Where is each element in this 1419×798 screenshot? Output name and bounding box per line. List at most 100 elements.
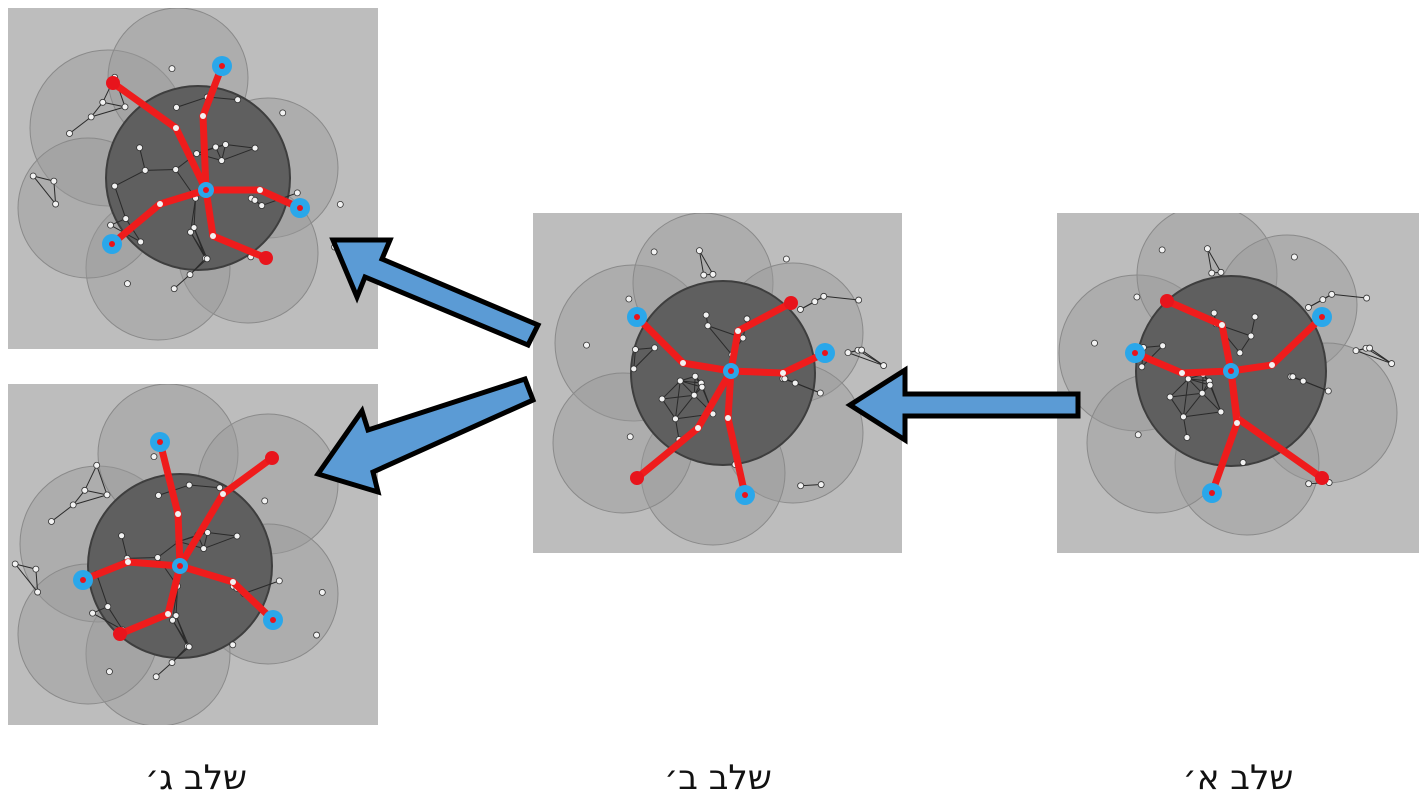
mesh-node [137,238,145,246]
stage-b-panel [533,213,902,553]
mesh-edge [1182,416,1188,438]
mesh-edge [35,569,39,593]
mesh-node [1206,381,1214,389]
tree-edge [209,232,270,262]
tree-edge [1268,313,1326,369]
stage-a-label: שלב א׳ [1182,758,1294,798]
mesh-node [1204,245,1211,253]
mesh-node [107,221,114,229]
stage-b-label: שלב ב׳ [664,758,772,798]
mesh-node [1289,373,1297,381]
stage-c-top-panel [8,8,378,349]
arrow-b-to-c-bottom [313,375,537,496]
mesh-node [625,295,633,303]
hub-node-center [728,368,734,374]
hub-node-center [1228,368,1234,374]
arrow-a-to-b [845,365,1081,445]
mesh-node [1388,360,1396,367]
tree-node [695,425,701,431]
mesh-edge [92,612,123,631]
mesh-node [251,196,259,204]
mesh-node [279,109,287,117]
mesh-node [103,491,111,499]
mesh-node [858,346,865,354]
mesh-node [811,298,819,306]
hub-node-center [203,187,209,193]
mesh-edge [674,380,681,419]
mesh-edge [157,541,179,558]
mesh-edge [861,349,884,366]
mesh-edge [69,116,92,134]
mesh-node [66,130,73,137]
mesh-node [650,248,658,256]
mesh-edge [73,494,108,506]
mesh-edge [1169,378,1189,398]
mesh-node [1091,339,1098,347]
leaf-node-center [634,314,640,320]
tree-edge [679,359,735,375]
mesh-edge [145,169,176,171]
mesh-node [1210,309,1218,317]
mesh-node [81,486,89,494]
tree-edge [109,79,180,132]
leaf-node-center [270,617,276,623]
tree-edge [694,367,735,432]
mesh-node [251,144,259,152]
mesh-node [48,518,55,525]
tree-edge [124,558,184,570]
mesh-node [676,377,684,385]
mesh-node [141,166,149,174]
mesh-edge [196,153,222,162]
mesh-edge [1209,384,1222,413]
tree-edge [174,510,184,570]
mesh-edge [155,662,173,678]
tree-edge [633,313,687,367]
mesh-node [797,482,805,490]
mesh-node [1158,246,1166,254]
network-graphic [552,213,888,546]
mesh-edge [53,181,57,205]
tree-node [230,579,236,585]
mesh-node [258,202,266,209]
mesh-edge [675,394,695,420]
mesh-node [186,271,194,278]
tree-edge [219,454,276,498]
mesh-node [1138,363,1146,371]
network-graphic [17,8,344,341]
mesh-node [1328,290,1336,298]
tree-node [173,125,179,131]
leaf-node-red [630,471,644,485]
tree-node [220,491,226,497]
mesh-node [118,532,125,540]
mesh-node [1198,389,1206,397]
mesh-node [783,255,790,263]
mesh-edge [784,378,821,394]
mesh-node [34,588,42,596]
mesh-node [204,529,211,536]
mesh-node [313,631,320,639]
mesh-edge [102,101,126,108]
mesh-edge [32,175,57,205]
leaf-node-center [1319,314,1325,320]
mesh-node [170,285,178,293]
mesh-node [173,104,180,111]
mesh-edge [15,563,36,570]
mesh-edge [1188,378,1210,382]
mesh-node [93,461,101,469]
mesh-node [152,673,160,681]
tree-edge [1208,419,1241,497]
leaf-node-red [106,76,120,90]
mesh-node [696,247,703,255]
mesh-node [698,383,706,391]
mesh-node [69,501,77,509]
mesh-node [185,643,193,651]
mesh-edge [1188,378,1211,386]
mesh-edge [823,295,859,301]
leaf-node-center [157,439,163,445]
tree-node [200,113,206,119]
mesh-node [704,322,712,330]
mesh-node [1217,268,1225,276]
mesh-node [1133,293,1141,301]
mesh-edge [633,347,656,370]
leaf-node-center [109,241,115,247]
